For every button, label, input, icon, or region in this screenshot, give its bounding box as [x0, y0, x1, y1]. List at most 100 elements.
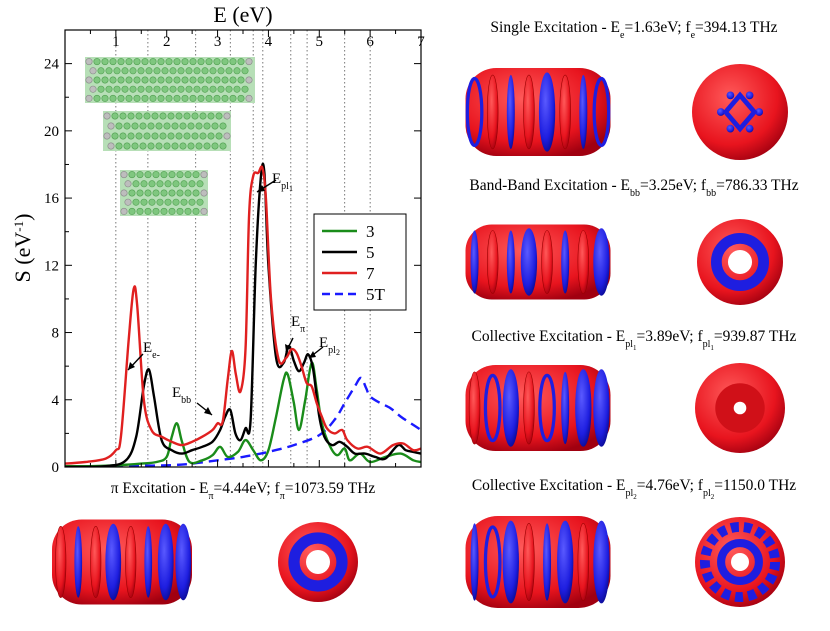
atom [156, 180, 164, 188]
atom [120, 189, 128, 197]
svg-text:S (eV-1): S (eV-1) [10, 214, 35, 283]
density-lobe-blue [175, 523, 192, 601]
atom [211, 142, 219, 150]
density-hole [733, 401, 747, 415]
atom [188, 198, 196, 206]
y-tick-label: 0 [52, 460, 60, 476]
atom [173, 58, 181, 66]
atom [171, 142, 179, 150]
render-single-side [465, 68, 611, 156]
atom [141, 76, 149, 84]
density-lobe-red [577, 230, 590, 294]
atom [93, 76, 101, 84]
atom [160, 207, 168, 215]
density-lobe-blue [561, 230, 570, 294]
atom [164, 198, 172, 206]
density-ring [710, 232, 770, 292]
atom [199, 112, 207, 120]
atom [153, 67, 161, 75]
atom [136, 171, 144, 179]
density-end [692, 64, 788, 160]
atom [120, 207, 128, 215]
atom [132, 198, 140, 206]
atom [217, 67, 225, 75]
atom [199, 132, 207, 140]
atom [196, 180, 204, 188]
legend-label-5: 5 [366, 243, 375, 262]
atom [184, 207, 192, 215]
density-lobe-blue [470, 230, 479, 294]
atom [187, 122, 195, 130]
atom [245, 94, 253, 102]
atom [131, 142, 139, 150]
atom [169, 85, 177, 93]
atom [85, 94, 93, 102]
atom [97, 67, 105, 75]
atom [173, 76, 181, 84]
atom [120, 171, 128, 179]
density-ring [483, 373, 502, 443]
density-lobe-red [90, 525, 102, 598]
atom [165, 76, 173, 84]
atom [147, 122, 155, 130]
atom [164, 180, 172, 188]
atom [111, 132, 119, 140]
atom [152, 207, 160, 215]
density-lobe-red [486, 230, 499, 294]
density-lobe-blue [575, 369, 592, 447]
atom [221, 58, 229, 66]
atom [133, 58, 141, 66]
density-lobe-red [577, 523, 590, 601]
atom [229, 76, 237, 84]
annotation-Epi: Eπ [285, 314, 305, 353]
atom [143, 112, 151, 120]
atom [209, 67, 217, 75]
density-hole [731, 553, 749, 571]
atom [203, 122, 211, 130]
density-lobe-red [523, 371, 535, 445]
render-single-end [692, 64, 788, 160]
atom [119, 132, 127, 140]
atom [145, 67, 153, 75]
density-lobe-red [486, 74, 499, 150]
series-3-line [65, 361, 421, 467]
y-tick-label: 4 [52, 393, 60, 409]
atom [165, 94, 173, 102]
y-tick-label: 24 [44, 57, 60, 73]
atom [113, 67, 121, 75]
atom [129, 85, 137, 93]
atom [181, 94, 189, 102]
atom [168, 189, 176, 197]
render-pi-side [52, 519, 192, 605]
density-lobe-blue [593, 520, 610, 604]
atom [168, 207, 176, 215]
atom [168, 171, 176, 179]
density-lobe-blue [579, 75, 588, 149]
atom [117, 58, 125, 66]
atom [191, 132, 199, 140]
y-tick-label: 20 [44, 124, 59, 140]
density-body [465, 516, 611, 608]
atom [124, 198, 132, 206]
atom [179, 122, 187, 130]
density-ring [717, 539, 763, 585]
svg-text:Epl1: Epl1 [272, 171, 293, 193]
atom [205, 94, 213, 102]
atom [139, 142, 147, 150]
density-lobe-blue [506, 230, 515, 294]
atom [197, 94, 205, 102]
density-lobe-blue [502, 369, 519, 447]
density-lobe-blue [74, 526, 83, 598]
x-tick-label: 6 [366, 34, 374, 50]
atom [185, 67, 193, 75]
svg-text:Ebb: Ebb [172, 385, 191, 406]
density-lobe-blue [144, 526, 153, 598]
svg-text:Epl2: Epl2 [319, 335, 340, 357]
atom [167, 132, 175, 140]
atom [245, 58, 253, 66]
atom [107, 122, 115, 130]
density-ring [592, 76, 611, 148]
atom [136, 189, 144, 197]
atom [161, 85, 169, 93]
